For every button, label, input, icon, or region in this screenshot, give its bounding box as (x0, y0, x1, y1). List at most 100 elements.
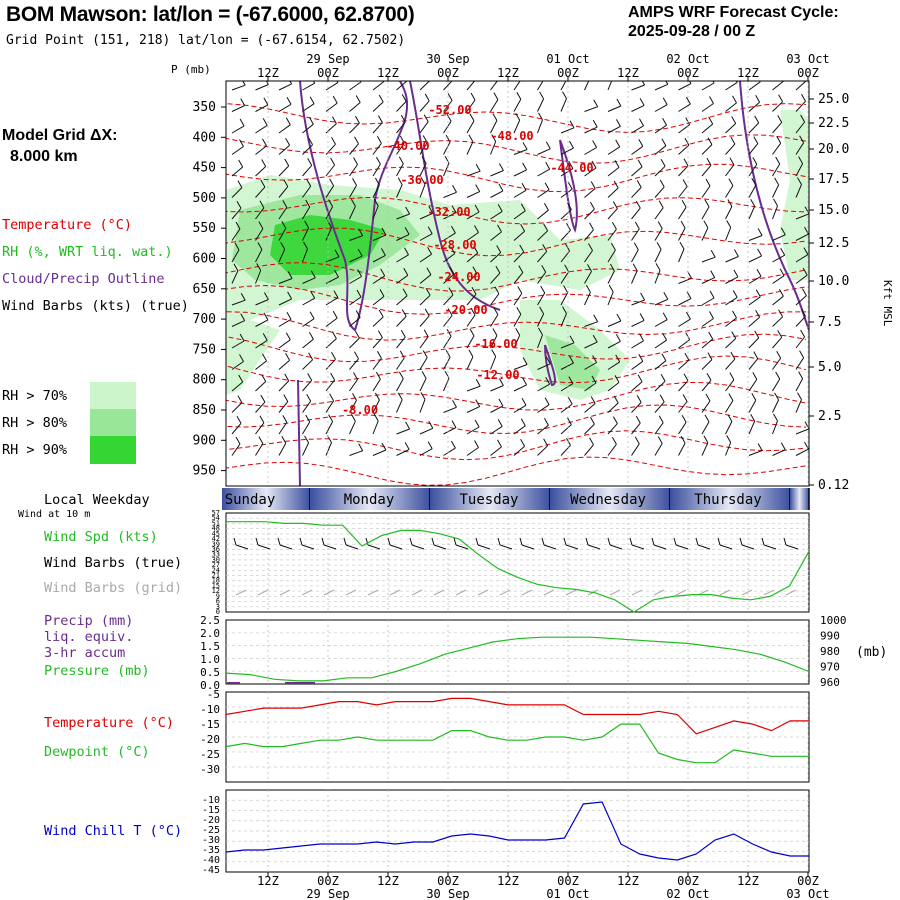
wind-barb (513, 210, 526, 220)
surface-wind-barb-flag (431, 537, 435, 546)
wind-barb-flag (520, 203, 526, 212)
wind-barb-flag (281, 436, 287, 444)
wind-barb (772, 275, 785, 284)
wind-barb (725, 143, 736, 155)
wind-barb (443, 273, 455, 284)
weekday-band (550, 488, 670, 510)
cloud-outline-0 (299, 81, 409, 332)
wind-barb (795, 100, 806, 112)
wind-barb-flag (545, 141, 551, 150)
wind-barb (678, 207, 687, 220)
wind-barb (701, 164, 712, 177)
wind-barb-flag (451, 420, 457, 428)
wind-barb (513, 169, 527, 177)
wind-barb-flag (283, 394, 289, 402)
wind-barb (795, 315, 806, 327)
wind-barb (490, 190, 504, 198)
wind-barb (396, 274, 409, 284)
grid-wind-barb (389, 589, 401, 596)
wind-barb (584, 147, 597, 155)
wind-barb-flag (424, 308, 430, 317)
wind-barb (419, 315, 430, 327)
grid-wind-barb (741, 589, 753, 596)
wind-barb (255, 299, 269, 306)
wind-barb (231, 105, 245, 112)
wind-barb (419, 378, 427, 392)
wind-barb (701, 400, 711, 413)
wind-barb-flag (357, 269, 363, 277)
wind-barb (372, 399, 380, 413)
windchill-tick-label: -40 (202, 855, 220, 866)
wind-barb-flag (799, 135, 805, 144)
temp-contour-label: -48.00 (490, 129, 533, 143)
wind-barb-flag (474, 204, 480, 213)
wind-barb-flag (680, 435, 686, 444)
wind-speed-line (226, 521, 810, 613)
wind-barb-flag (287, 271, 293, 279)
wind-barb-flag (616, 313, 622, 322)
wind-barb-flag (538, 112, 543, 121)
wind-barb-flag (287, 291, 293, 300)
wind-barb (678, 144, 690, 155)
wind-barb (748, 122, 760, 134)
wind-barb-flag (373, 198, 379, 207)
wind-barb (396, 213, 410, 220)
wind-barb-flag (682, 179, 688, 187)
wind-barb-flag (446, 114, 452, 122)
wind-barb (772, 316, 783, 327)
pressure-tick-label: 750 (193, 342, 216, 357)
wind-barb-flag (449, 266, 455, 275)
wind-barb-flag (728, 178, 734, 186)
wind-barb-flag (310, 270, 316, 279)
wind-barb (654, 298, 669, 306)
wind-barb (443, 377, 450, 392)
wind-barb-flag (397, 177, 403, 185)
precip-tick-label: 1.0 (200, 653, 220, 666)
wind-barb-flag (492, 113, 498, 121)
wind-barbs-true-label: Wind Barbs (true) (44, 555, 183, 571)
wind-barb-flag (309, 96, 315, 104)
wind-barb (278, 186, 289, 198)
top-time-tick: 00Z (317, 66, 339, 80)
wind-barb (325, 297, 339, 306)
weekday-band (670, 488, 790, 510)
wind-barb-flag (452, 185, 457, 193)
wind-barb-flag (563, 285, 569, 293)
rh-region-6 (270, 215, 385, 275)
bottom-date-label: 01 Oct (546, 887, 589, 900)
wind-barb-flag (569, 355, 574, 364)
wind-barb-flag (446, 329, 452, 337)
wind-barb (302, 248, 308, 263)
wind-barb-flag (262, 353, 267, 362)
wind-barb (419, 184, 426, 198)
windspd-tick-label: 39 (212, 540, 220, 548)
wind-barb-flag (447, 93, 453, 101)
cloud-outline-5 (544, 344, 556, 387)
wind-barb (748, 400, 757, 413)
wind-barb-flag (541, 264, 547, 273)
wind-barb (255, 104, 269, 112)
wind-barb (537, 119, 543, 134)
wind-barb (443, 141, 451, 155)
wind-barb (513, 81, 521, 91)
wind-barb-flag (308, 352, 314, 361)
wind-barb (654, 165, 666, 177)
wind-barb (372, 234, 387, 241)
wind-barb-flag (543, 438, 549, 447)
wind-barb-flag (355, 95, 361, 103)
temp-contour-10 (226, 381, 807, 411)
wind-barb-flag (615, 334, 621, 342)
surface-wind-barb-flag (453, 537, 457, 546)
temp-tick-label: -30 (200, 763, 220, 776)
wind-barb-flag (516, 307, 522, 315)
wind-barb-flag (798, 156, 804, 164)
wind-barb (231, 299, 246, 306)
surface-wind-barb-flag (673, 537, 677, 546)
dewpoint-line (225, 723, 809, 764)
wind-barb (537, 98, 545, 112)
wind-barb-flag (656, 242, 662, 250)
wind-barb-flag (404, 247, 409, 256)
bottom-time-tick: 12Z (377, 874, 399, 888)
wind-barb (795, 399, 802, 413)
wind-barb (396, 399, 403, 413)
